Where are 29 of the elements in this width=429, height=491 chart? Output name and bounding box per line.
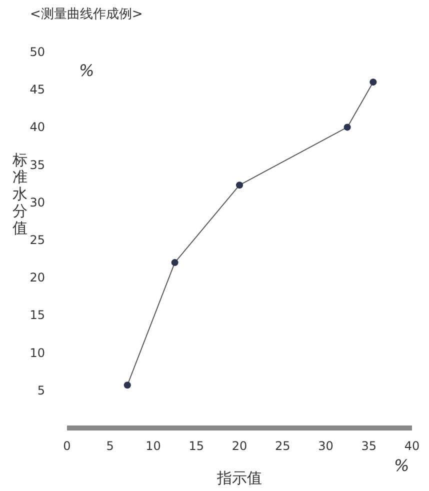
x-tick-label: 35	[361, 439, 377, 453]
y-tick-label: 20	[30, 270, 45, 285]
x-tick-label: 5	[106, 439, 114, 453]
y-tick-label: 10	[30, 346, 45, 360]
y-tick-label: 15	[30, 308, 45, 322]
text: %	[394, 456, 410, 475]
y-axis-title: 标准水分值	[12, 151, 28, 237]
point	[236, 182, 243, 189]
x-tick-label: 0	[63, 439, 71, 453]
x-tick-label: 20	[232, 439, 248, 453]
y-tick-label: 45	[30, 82, 45, 97]
y-tick-label: 40	[30, 120, 45, 134]
x-tick-label: 25	[274, 439, 290, 453]
y-tick-label: 5	[37, 383, 45, 398]
annotation: %	[79, 61, 94, 80]
point	[124, 382, 131, 389]
y-tick-label: 25	[30, 233, 45, 247]
y-tick-label: 50	[30, 45, 45, 59]
point	[344, 124, 351, 131]
y-tick-label: 35	[30, 158, 45, 172]
point	[370, 78, 377, 86]
point	[171, 259, 178, 266]
x-tick-label: 10	[146, 439, 161, 453]
x-tick-label: 40	[404, 439, 420, 453]
x-axis-title: 指示值	[216, 469, 262, 487]
y-tick-label: 30	[30, 195, 45, 210]
chart-title: <测量曲线作成例>	[30, 7, 143, 22]
x-tick-label: 30	[318, 439, 334, 453]
x-tick-label: 15	[188, 439, 204, 453]
